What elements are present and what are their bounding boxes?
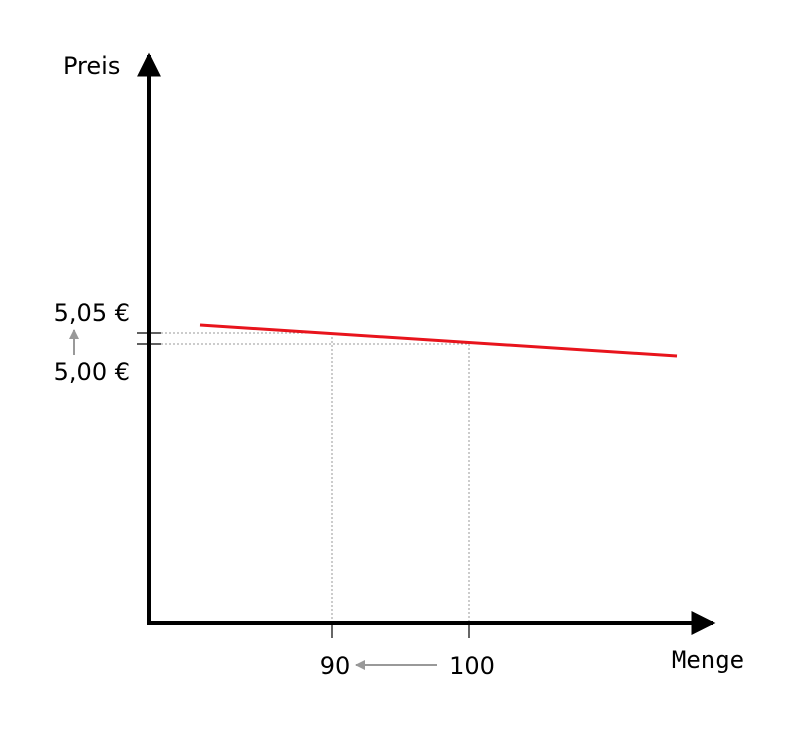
quantity-label: 90: [320, 652, 351, 680]
guide-lines: [137, 332, 470, 638]
ticks: [137, 332, 470, 638]
price-label: 5,05 €: [54, 299, 130, 327]
quantity-label: 100: [449, 652, 495, 680]
x-axis-label: Menge: [672, 646, 744, 674]
demand-curve: [199, 323, 678, 358]
price-label: 5,00 €: [54, 358, 130, 386]
y-axis-label: Preis: [63, 52, 120, 80]
